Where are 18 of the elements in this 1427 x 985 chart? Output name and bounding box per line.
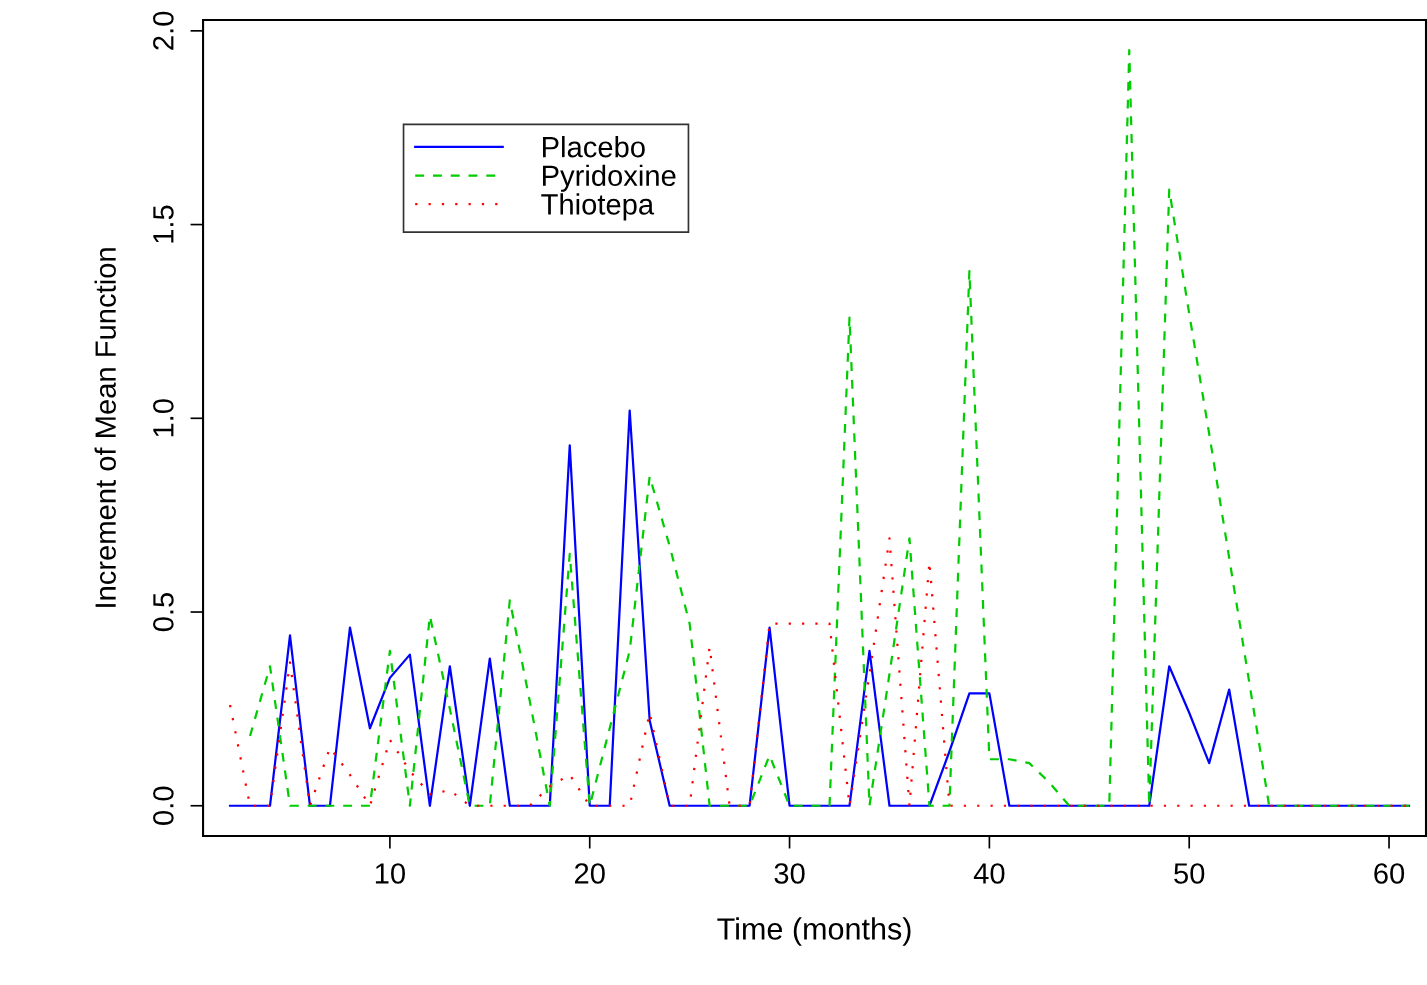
y-tick-label: 1.0 [153,399,174,437]
x-tick-label: 10 [375,863,405,884]
x-tick-label: 60 [1374,863,1405,884]
x-tick-label: 30 [774,863,805,884]
line-series [248,49,1411,807]
y-tick-label: 2.0 [153,11,174,50]
x-tick-label: 20 [574,863,605,884]
x-tick-label: 40 [973,863,1005,884]
legend-label: Thiotepa [541,193,655,221]
x-tick-label: 50 [1174,863,1205,884]
x-axis-title: Time (months) [717,917,911,946]
y-axis-title: Increment of Mean Function [94,248,116,607]
line-series [228,409,1411,807]
legend-label: Pyridoxine [543,164,676,192]
y-tick-label: 0.0 [153,786,174,825]
legend-label: Placebo [543,136,645,158]
y-tick-label: 1.5 [153,205,174,243]
y-tick-label: 0.5 [153,592,174,632]
